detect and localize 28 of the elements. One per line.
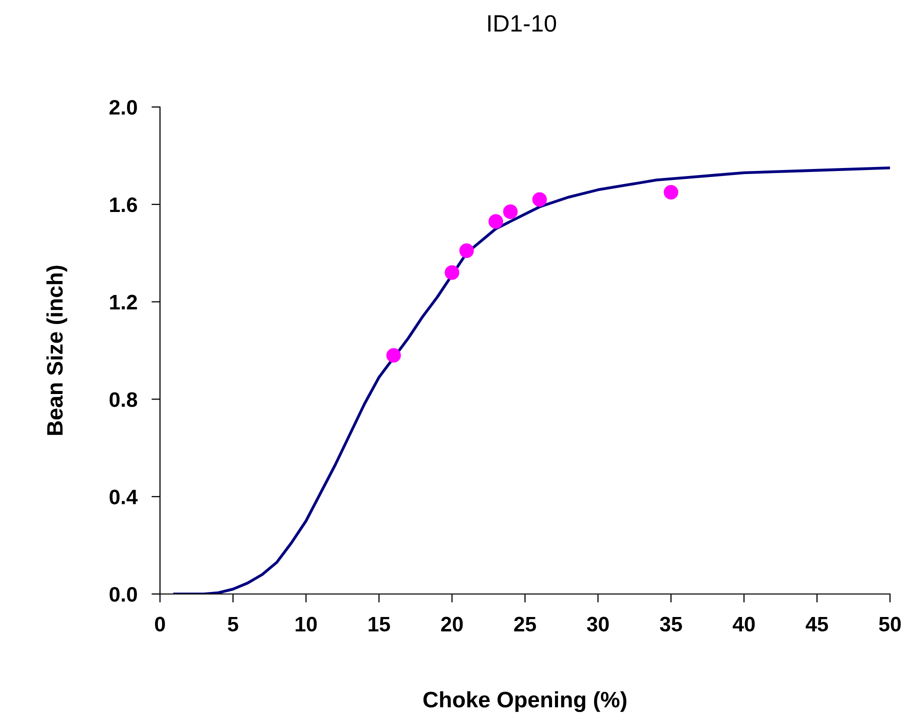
x-tick-label: 10 bbox=[296, 616, 317, 632]
chart-title: ID1-10 bbox=[488, 15, 556, 32]
point bbox=[532, 192, 547, 207]
y-tick-label: 0.8 bbox=[110, 392, 138, 407]
y-tick-label: 2.0 bbox=[110, 100, 137, 115]
line-series bbox=[173, 166, 890, 594]
y-tick-label: 0.4 bbox=[110, 490, 138, 504]
y-tick-label: 0.0 bbox=[110, 587, 137, 602]
x-tick-label: 40 bbox=[732, 616, 755, 632]
point bbox=[459, 243, 474, 258]
x-tick-label: 30 bbox=[586, 616, 609, 632]
x-tick-label: 0 bbox=[155, 616, 165, 632]
x-tick-label: 20 bbox=[441, 616, 463, 632]
point bbox=[664, 184, 678, 200]
y-tick-label: 1.6 bbox=[110, 197, 138, 212]
x-tick-label: 50 bbox=[879, 616, 901, 632]
y-axis-title: Bean Size (inch) bbox=[46, 266, 68, 435]
x-tick-label: 25 bbox=[514, 616, 536, 632]
x-tick-label: 15 bbox=[368, 616, 390, 632]
x-tick-label: 5 bbox=[228, 616, 238, 632]
x-tick-label: 35 bbox=[660, 616, 682, 632]
x-axis-title: Choke Opening (%) bbox=[423, 691, 626, 712]
point bbox=[503, 204, 518, 219]
x-tick-label: 45 bbox=[806, 616, 828, 632]
y-tick-label: 1.2 bbox=[110, 294, 137, 310]
point bbox=[488, 214, 504, 229]
point bbox=[444, 265, 460, 280]
point bbox=[386, 348, 401, 363]
